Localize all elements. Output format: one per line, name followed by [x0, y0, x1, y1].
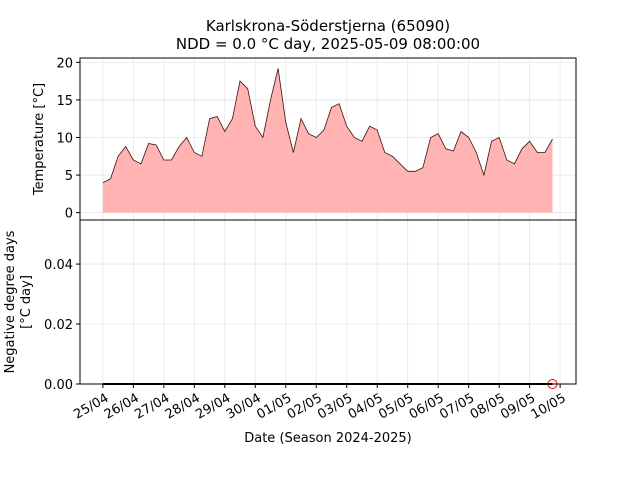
chart-subtitle: NDD = 0.0 °C day, 2025-05-09 08:00:00 — [176, 35, 480, 53]
line — [102, 68, 553, 183]
area — [102, 68, 553, 213]
y-axis-label: Negative degree days — [3, 230, 18, 373]
x-tick-label: 10/05 — [529, 391, 569, 423]
y-tick-label: 0.04 — [44, 258, 73, 273]
y-axis-label: Temperature [°C] — [32, 83, 47, 196]
y-axis-label: [°C day] — [19, 275, 34, 329]
y-tick-label: 0 — [65, 207, 73, 222]
y-tick-label: 20 — [56, 56, 73, 71]
chart-title: Karlskrona-Söderstjerna (65090) — [206, 17, 450, 35]
y-tick-label: 10 — [56, 131, 73, 146]
y-tick-label: 0.00 — [44, 378, 73, 393]
y-tick-label: 5 — [65, 169, 73, 184]
y-tick-label: 0.02 — [44, 318, 73, 333]
x-axis-label: Date (Season 2024-2025) — [244, 431, 412, 446]
axes-frame — [79, 219, 577, 385]
y-tick-label: 15 — [56, 94, 73, 109]
